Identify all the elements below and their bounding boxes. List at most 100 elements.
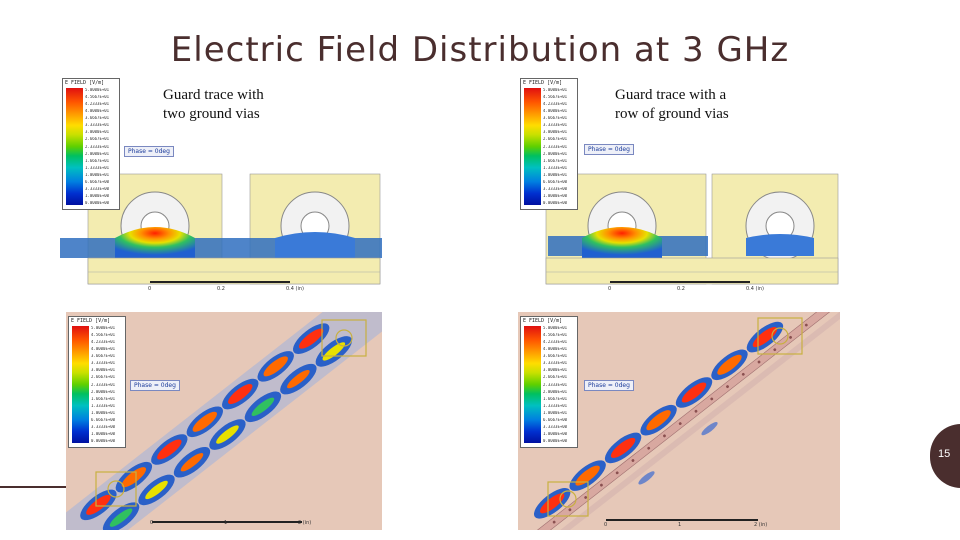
caption-left-line1: Guard trace with [163,87,264,103]
cross-section-right: E FIELD [V/m] 5.0000E+01 4.5667E+01 4.23… [518,76,840,296]
legend-cross-right: E FIELD [V/m] 5.0000E+01 4.5667E+01 4.23… [520,78,578,210]
legend-header: E FIELD [V/m] [523,318,563,324]
legend-tick: 1.6667E+01 [543,158,568,163]
legend-tick: 2.0000E+01 [543,151,568,156]
legend-ticks: 5.0000E+01 4.5667E+01 4.2333E+01 4.0000E… [543,88,576,205]
legend-tick: 4.2333E+01 [543,102,568,107]
legend-tick: 1.6667E+01 [91,396,116,401]
legend-tick: 3.0000E+01 [91,368,116,373]
cross-section-left: E FIELD [V/m] 5.0000E+01 4.5667E+01 4.23… [60,76,382,296]
cross-section-left-plot [60,173,382,285]
legend-tick: 3.0000E+01 [543,130,568,135]
legend-tick: 0.0000E+00 [543,439,568,443]
legend-tick: 5.0000E+01 [543,326,568,330]
page-number: 15 [938,448,951,460]
field-lobes [80,323,353,530]
scale-label: 1 [224,520,228,526]
legend-tick: 4.2333E+01 [543,340,568,345]
legend-tick: 6.6667E+00 [91,417,116,422]
legend-tick: 6.6667E+00 [543,179,568,184]
legend-tick: 0.0000E+00 [91,439,116,443]
phase-label: Phase = 0deg [584,144,634,155]
top-view-right: E FIELD [V/m] 5.0000E+01 4.5667E+01 4.23… [518,312,840,530]
accent-line [0,486,66,488]
legend-tick: 1.0000E+00 [85,193,110,198]
legend-tick: 5.0000E+01 [543,88,568,92]
legend-tick: 1.3333E+01 [85,165,110,170]
scale-label: 0 [604,522,608,528]
legend-ticks: 5.0000E+01 4.5667E+01 4.2333E+01 4.0000E… [543,326,576,443]
legend-tick: 2.3333E+01 [543,144,568,149]
legend-tick: 4.2333E+01 [85,102,110,107]
legend-tick: 3.6667E+01 [85,116,110,121]
legend-tick: 3.3333E+00 [85,186,110,191]
scale-label: 0.4 (in) [286,286,305,292]
legend-tick: 4.0000E+01 [85,109,110,114]
legend-tick: 2.0000E+01 [91,389,116,394]
scale-label: 0 [608,286,612,292]
legend-tick: 2.0000E+01 [543,389,568,394]
scale-label: 1 [678,522,682,528]
scale-label: 2 (in) [754,522,768,528]
legend-tick: 4.5667E+01 [91,333,116,338]
legend-tick: 4.5667E+01 [543,95,568,100]
legend-tick: 2.6667E+01 [543,137,568,142]
top-view-left: E FIELD [V/m] 5.0000E+01 4.5667E+01 4.23… [66,312,382,530]
legend-tick: 1.0000E+01 [91,410,116,415]
legend-tick: 0.0000E+00 [85,201,110,205]
scale-label: 2 (in) [298,520,312,526]
legend-tick: 2.3333E+01 [91,382,116,387]
legend-tick: 2.6667E+01 [543,375,568,380]
legend-tick: 3.6667E+01 [543,116,568,121]
legend-tick: 3.3333E+00 [543,186,568,191]
color-scale-bar [72,326,89,443]
legend-tick: 3.0000E+01 [85,130,110,135]
scale-label: 0.2 [217,286,225,292]
legend-tick: 1.3333E+01 [543,165,568,170]
legend-tick: 2.0000E+01 [85,151,110,156]
caption-right-line2: row of ground vias [615,106,729,122]
caption-right: Guard trace with a row of ground vias [615,86,729,124]
legend-tick: 1.0000E+01 [543,410,568,415]
legend-tick: 3.0000E+01 [543,368,568,373]
ground-via-row [552,323,808,524]
legend-tick: 3.3333E+01 [91,361,116,366]
scale-label: 0 [148,286,152,292]
legend-tick: 1.0000E+00 [543,193,568,198]
legend-tick: 3.3333E+00 [91,424,116,429]
legend-tick: 2.3333E+01 [85,144,110,149]
legend-top-left: E FIELD [V/m] 5.0000E+01 4.5667E+01 4.23… [68,316,126,448]
legend-tick: 1.0000E+01 [543,172,568,177]
scale-label: 0 [150,520,154,526]
legend-tick: 1.0000E+01 [85,172,110,177]
legend-cross-left: E FIELD [V/m] 5.0000E+01 4.5667E+01 4.23… [62,78,120,210]
legend-tick: 3.3333E+01 [543,361,568,366]
legend-tick: 3.6667E+01 [543,354,568,359]
legend-ticks: 5.0000E+01 4.5667E+01 4.2333E+01 4.0000E… [85,88,118,205]
legend-tick: 1.0000E+00 [543,431,568,436]
legend-tick: 1.3333E+01 [543,403,568,408]
legend-tick: 4.2333E+01 [91,340,116,345]
legend-header: E FIELD [V/m] [523,80,563,86]
caption-left-line2: two ground vias [163,106,260,122]
legend-tick: 4.0000E+01 [543,109,568,114]
legend-tick: 3.3333E+00 [543,424,568,429]
legend-tick: 1.6667E+01 [543,396,568,401]
legend-tick: 3.3333E+01 [85,123,110,128]
legend-tick: 2.6667E+01 [85,137,110,142]
scale-label: 0.2 [677,286,685,292]
legend-tick: 1.6667E+01 [85,158,110,163]
legend-tick: 0.0000E+00 [543,201,568,205]
legend-tick: 4.0000E+01 [91,347,116,352]
slide-title: Electric Field Distribution at 3 GHz [170,30,790,70]
legend-header: E FIELD [V/m] [71,318,111,324]
legend-ticks: 5.0000E+01 4.5667E+01 4.2333E+01 4.0000E… [91,326,124,443]
legend-tick: 1.3333E+01 [91,403,116,408]
legend-tick: 2.3333E+01 [543,382,568,387]
phase-label: Phase = 0deg [584,380,634,391]
phase-label: Phase = 0deg [124,146,174,157]
legend-tick: 6.6667E+00 [85,179,110,184]
legend-tick: 3.6667E+01 [91,354,116,359]
legend-header: E FIELD [V/m] [65,80,105,86]
legend-tick: 4.0000E+01 [543,347,568,352]
